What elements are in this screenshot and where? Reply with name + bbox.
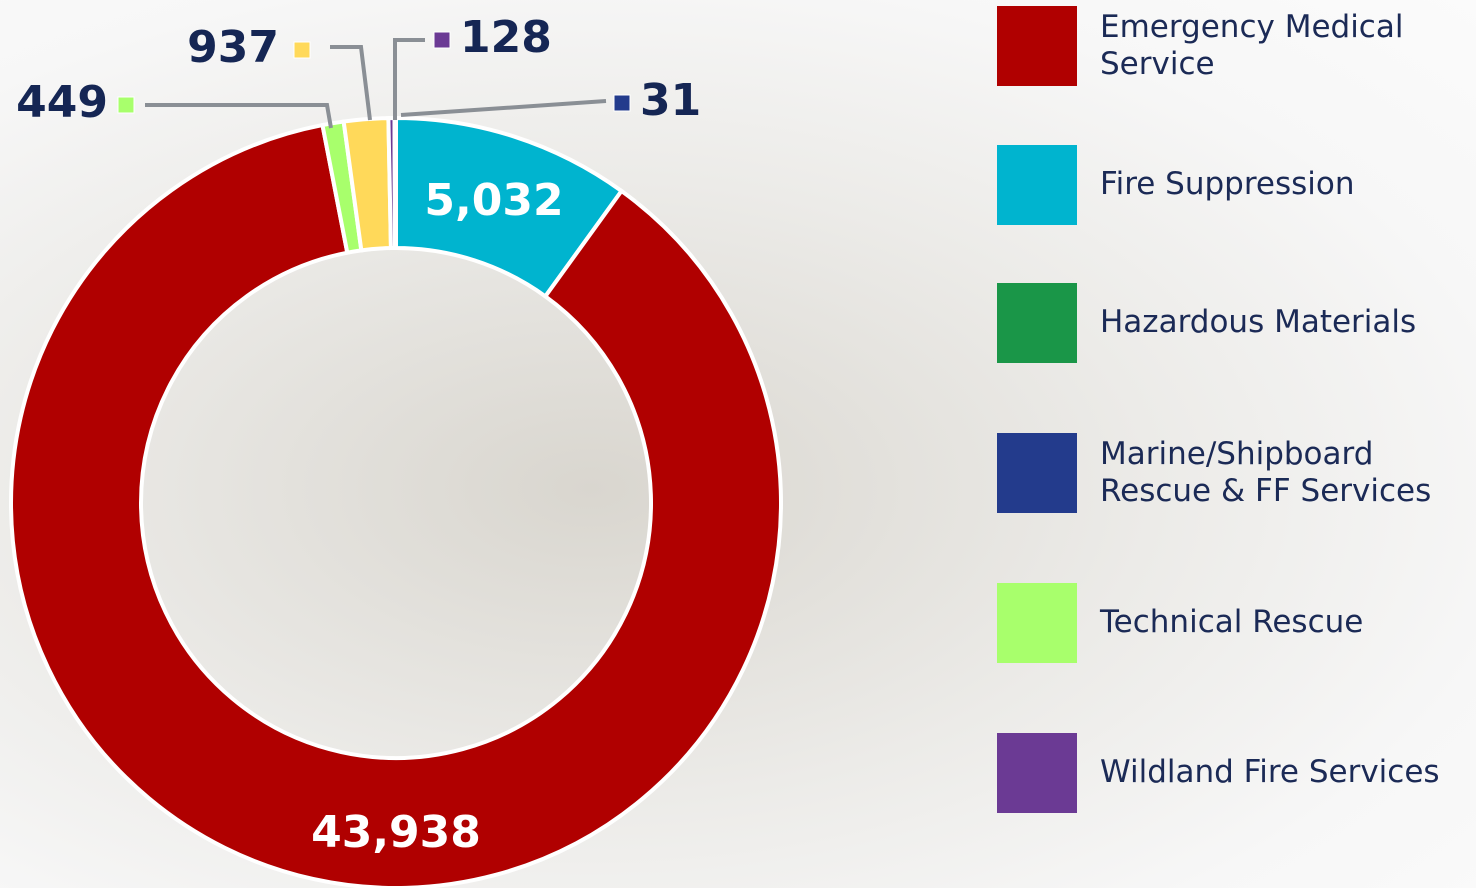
page: 43,938 5,032 937 31 449 128 Emergency Medical… <box>0 0 1476 888</box>
value-label: 31 <box>640 75 701 126</box>
label-marker <box>294 42 310 58</box>
value-label: 5,032 <box>424 175 563 226</box>
legend-swatch <box>997 145 1077 225</box>
legend-label: Wildland Fire Services <box>1100 754 1460 791</box>
value-label: 43,938 <box>311 807 481 858</box>
label-marker <box>118 97 134 113</box>
legend-item: Marine/Shipboard Rescue & FF Services <box>997 433 1476 513</box>
legend-item: Fire Suppression <box>997 145 1476 225</box>
legend-label: Technical Rescue <box>1100 604 1460 641</box>
leader-line <box>395 40 425 120</box>
legend-label: Marine/Shipboard Rescue & FF Services <box>1100 436 1460 510</box>
legend-swatch <box>997 583 1077 663</box>
legend-label: Emergency Medical Service <box>1100 9 1460 83</box>
legend-item: Wildland Fire Services <box>997 733 1476 813</box>
legend-label: Hazardous Materials <box>1100 304 1460 341</box>
value-label: 937 <box>187 22 279 73</box>
value-label: 449 <box>16 77 108 128</box>
legend-item: Emergency Medical Service <box>997 6 1476 86</box>
value-label: 128 <box>460 12 552 63</box>
legend-swatch <box>997 6 1077 86</box>
legend-swatch <box>997 733 1077 813</box>
legend-swatch <box>997 283 1077 363</box>
legend-swatch <box>997 433 1077 513</box>
legend-item: Hazardous Materials <box>997 283 1476 363</box>
label-marker <box>434 32 450 48</box>
leader-line <box>330 47 370 120</box>
label-marker <box>614 95 630 111</box>
leader-line <box>401 101 606 115</box>
chart: 43,938 5,032 937 31 449 128 <box>0 0 980 888</box>
donut-slice <box>395 118 396 248</box>
legend-label: Fire Suppression <box>1100 166 1460 203</box>
legend-item: Technical Rescue <box>997 583 1476 663</box>
leader-line <box>145 105 331 128</box>
